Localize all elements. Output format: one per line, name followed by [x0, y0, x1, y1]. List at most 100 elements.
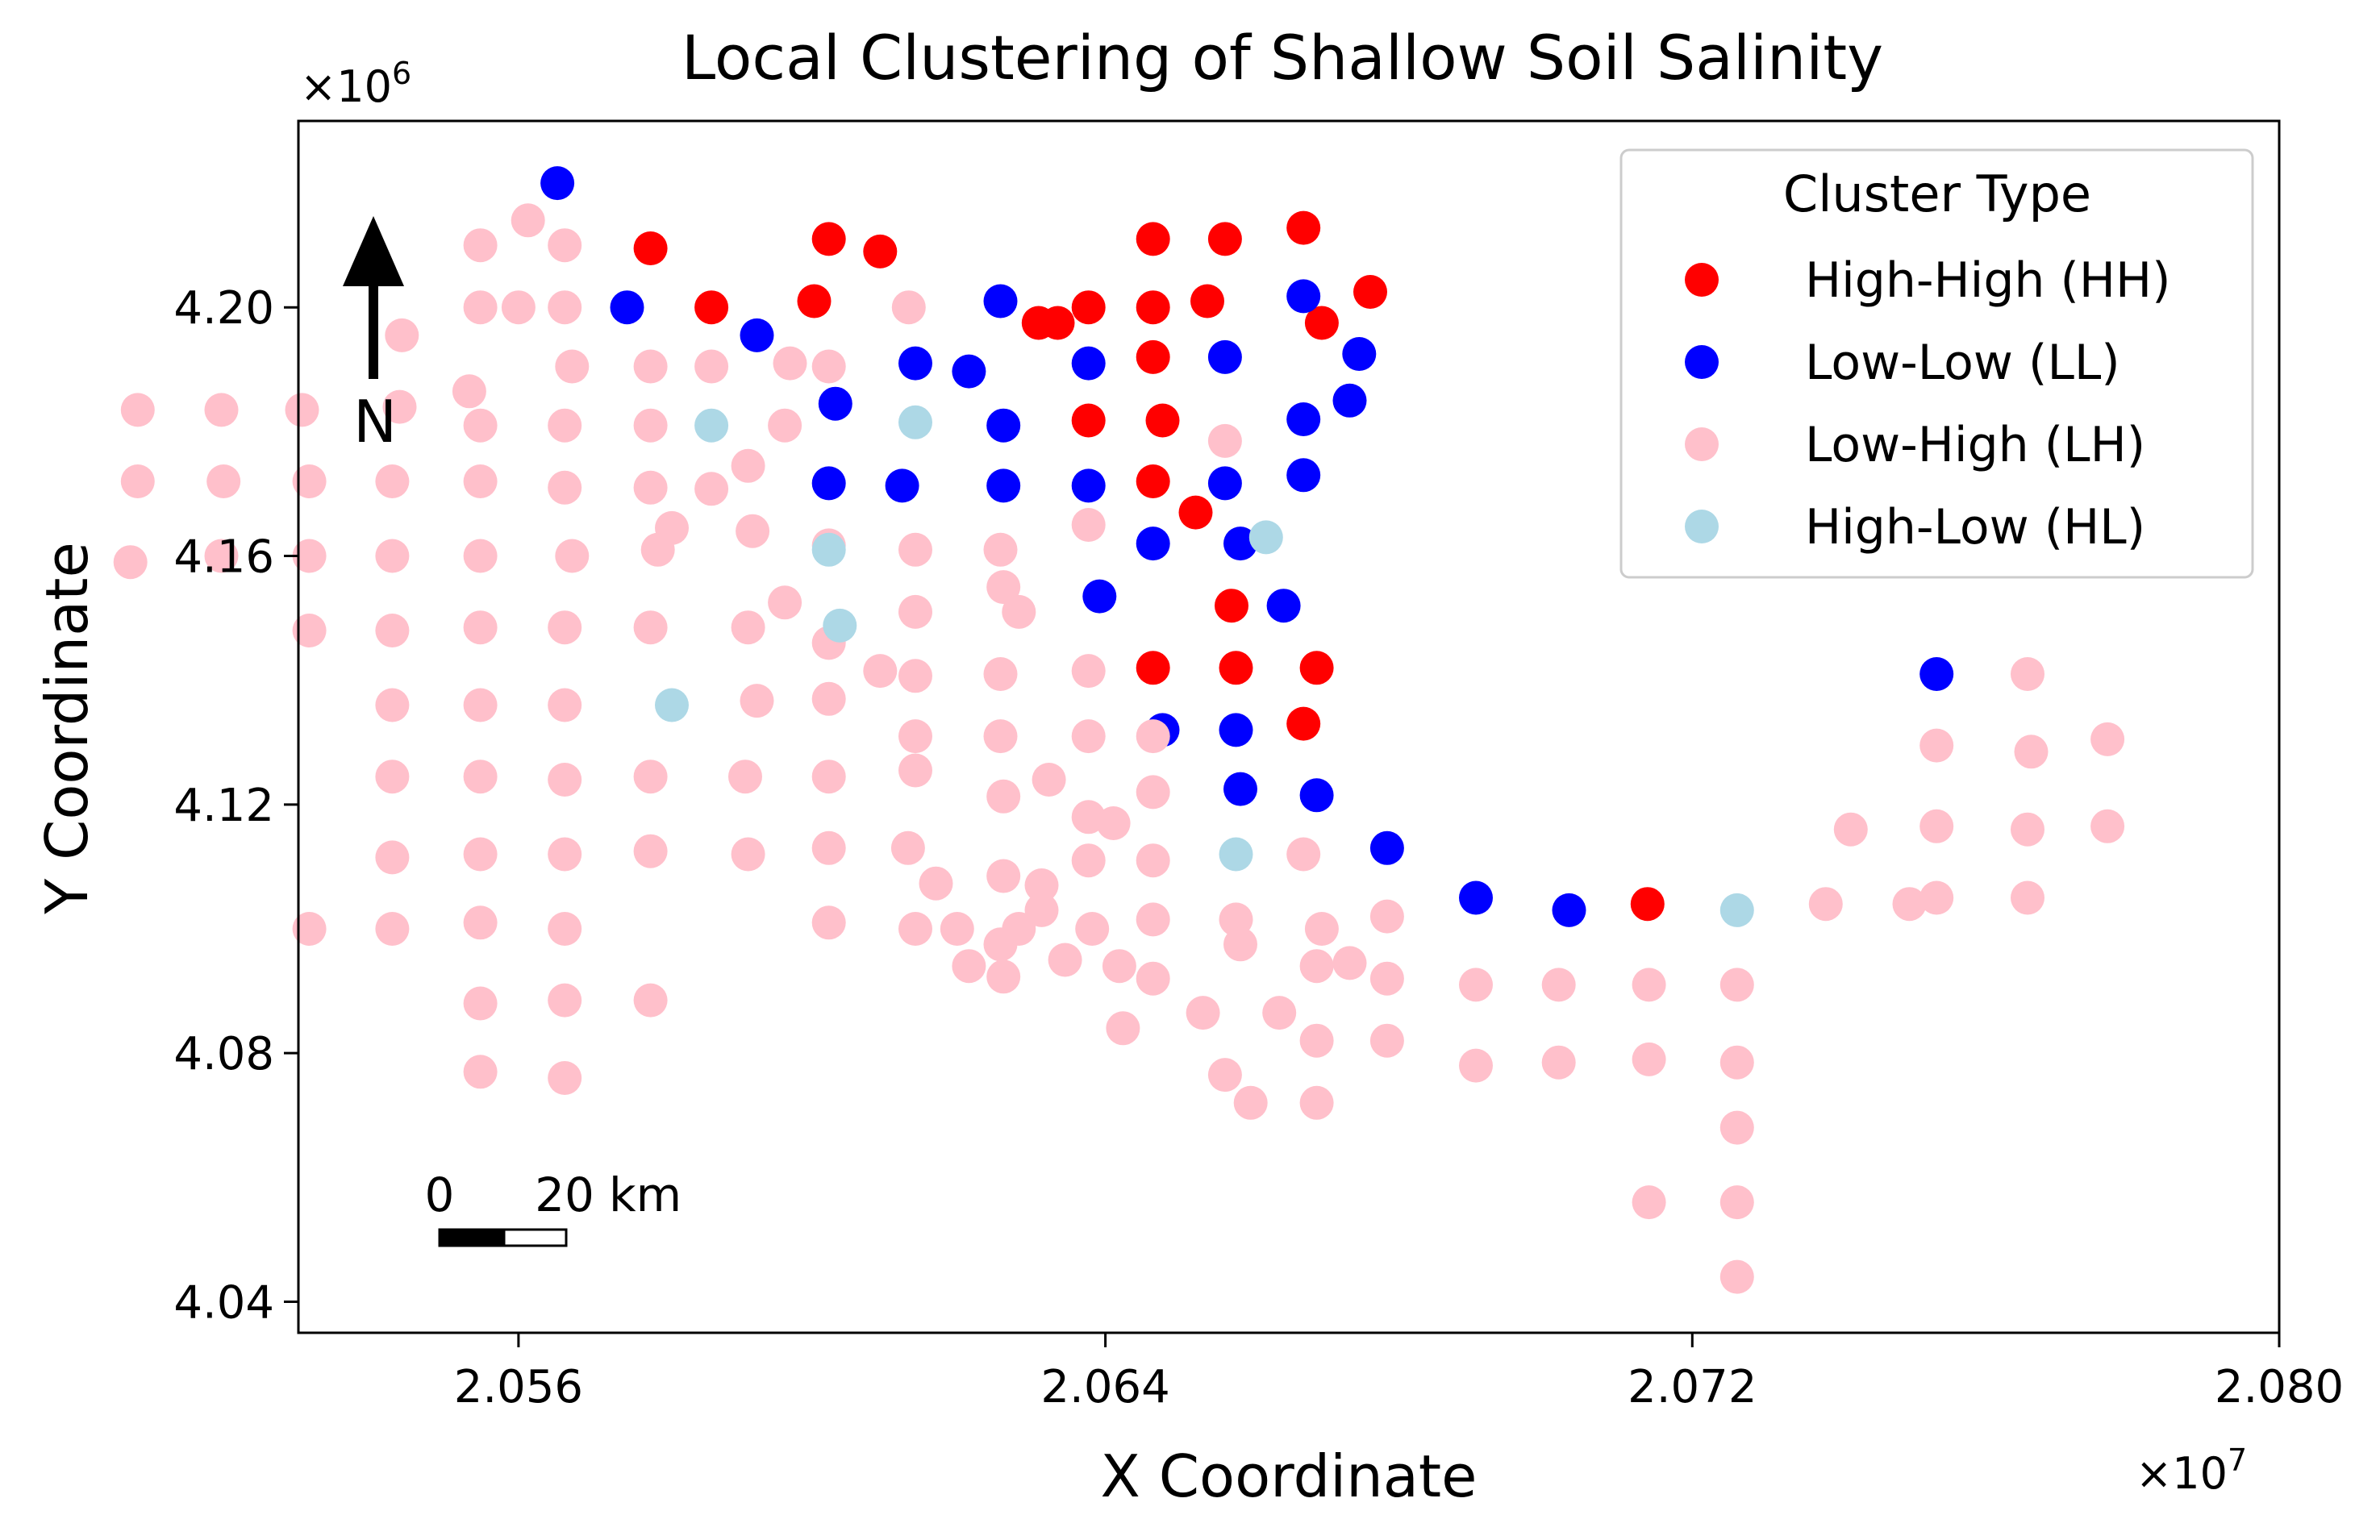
point-low-high-lh-43 [898, 532, 932, 567]
point-high-high-hh-20 [1215, 589, 1248, 623]
point-low-high-lh-135 [548, 1061, 582, 1095]
point-low-high-lh-125 [1106, 1011, 1140, 1046]
point-low-high-lh-44 [983, 532, 1018, 567]
point-low-high-lh-52 [548, 610, 582, 645]
point-low-high-lh-129 [1369, 1023, 1404, 1058]
point-low-high-lh-145 [1919, 880, 1954, 915]
point-low-high-lh-103 [1075, 912, 1110, 946]
point-low-high-lh-111 [1048, 943, 1082, 977]
point-low-low-ll-27 [1299, 778, 1334, 813]
point-high-low-hl-5 [655, 688, 689, 722]
point-high-high-hh-10 [1071, 290, 1106, 325]
point-low-high-lh-134 [463, 1055, 498, 1089]
point-low-high-lh-107 [1369, 899, 1404, 934]
point-high-high-hh-17 [1145, 403, 1180, 438]
scale-bar-black-segment [438, 1228, 506, 1247]
point-low-high-lh-48 [768, 585, 802, 620]
point-low-high-lh-140 [1632, 1185, 1666, 1220]
north-arrow-shaft [369, 278, 378, 379]
point-low-high-lh-88 [919, 866, 953, 901]
legend-title: Cluster Type [1783, 164, 2091, 223]
point-low-high-lh-139 [1719, 1110, 1754, 1145]
point-low-high-lh-4 [501, 290, 536, 325]
x-tick-label-0: 2.056 [454, 1361, 583, 1413]
point-low-high-lh-84 [633, 834, 668, 868]
point-low-high-lh-62 [548, 688, 582, 722]
point-low-high-lh-74 [811, 760, 846, 794]
point-low-low-ll-3 [983, 284, 1018, 318]
point-low-high-lh-68 [1136, 719, 1170, 754]
chart-title: Local Clustering of Shallow Soil Salinit… [681, 22, 1883, 94]
point-low-high-lh-98 [811, 905, 846, 940]
y-exponent: 6 [392, 56, 411, 91]
point-low-high-lh-37 [292, 539, 327, 573]
point-low-high-lh-104 [1136, 902, 1170, 937]
point-high-high-hh-9 [1040, 306, 1075, 340]
point-low-high-lh-141 [1719, 1185, 1754, 1220]
point-low-high-lh-29 [548, 470, 582, 505]
point-low-low-ll-13 [1332, 383, 1367, 418]
point-low-high-lh-150 [2090, 809, 2125, 843]
legend: Cluster Type High-High (HH) Low-Low (LL) L… [1619, 148, 2254, 579]
point-low-low-ll-31 [1919, 657, 1954, 691]
point-low-high-lh-18 [463, 408, 498, 443]
x-axis-offset-label: ×107 [2136, 1442, 2247, 1499]
point-high-high-hh-2 [863, 234, 898, 268]
point-low-high-lh-130 [1459, 1048, 1493, 1083]
point-low-high-lh-7 [385, 318, 419, 352]
point-low-low-ll-14 [811, 466, 846, 501]
scale-bar-start-label: 0 [425, 1167, 455, 1222]
point-low-high-lh-91 [1071, 843, 1106, 878]
point-low-high-lh-137 [1233, 1085, 1268, 1120]
point-high-high-hh-6 [797, 284, 832, 318]
point-low-high-lh-75 [898, 753, 932, 788]
y-tick-label-3: 4.16 [173, 531, 274, 584]
point-low-high-lh-35 [113, 545, 148, 580]
x-tick-label-1: 2.064 [1040, 1361, 1169, 1413]
point-low-low-ll-4 [1286, 279, 1321, 314]
legend-marker-3 [1685, 510, 1719, 543]
point-low-high-lh-64 [811, 681, 846, 716]
point-low-high-lh-49 [292, 614, 327, 647]
point-low-high-lh-0 [463, 228, 498, 263]
point-low-high-lh-86 [811, 830, 846, 865]
x-multiplier: ×10 [2136, 1448, 2228, 1499]
point-high-high-hh-21 [1136, 651, 1170, 685]
point-low-low-ll-21 [1223, 527, 1257, 561]
point-low-high-lh-153 [1919, 728, 1954, 763]
point-low-high-lh-138 [1299, 1085, 1334, 1120]
point-low-high-lh-93 [1286, 837, 1321, 872]
point-low-high-lh-152 [2090, 722, 2125, 756]
y-tick-label-4: 4.20 [173, 282, 274, 335]
point-high-high-hh-18 [1136, 464, 1170, 498]
point-low-high-lh-131 [1541, 1045, 1576, 1080]
point-low-high-lh-17 [382, 389, 417, 424]
point-low-high-lh-58 [983, 657, 1018, 691]
point-low-low-ll-18 [1207, 466, 1242, 501]
point-low-high-lh-124 [633, 983, 668, 1018]
point-low-high-lh-99 [898, 912, 932, 946]
point-low-high-lh-100 [940, 912, 974, 946]
point-low-high-lh-132 [1632, 1042, 1666, 1076]
y-tick-label-0: 4.04 [173, 1276, 274, 1329]
point-low-high-lh-21 [768, 408, 802, 443]
point-low-high-lh-133 [1719, 1045, 1754, 1080]
point-low-high-lh-1 [511, 203, 545, 238]
point-low-low-ll-11 [986, 408, 1021, 443]
point-low-low-ll-29 [1459, 880, 1493, 915]
point-high-high-hh-3 [1136, 222, 1170, 256]
x-tick-label-2: 2.072 [1628, 1361, 1757, 1413]
point-low-high-lh-56 [863, 654, 898, 689]
point-low-high-lh-128 [1299, 1023, 1334, 1058]
point-low-high-lh-96 [463, 905, 498, 940]
point-low-high-lh-50 [375, 614, 410, 647]
legend-label-3: High-Low (HL) [1805, 499, 2145, 556]
point-low-high-lh-69 [375, 760, 410, 794]
point-high-high-hh-4 [1207, 222, 1242, 256]
legend-label-0: High-High (HH) [1805, 252, 2171, 309]
point-high-high-hh-16 [1071, 403, 1106, 438]
point-low-high-lh-38 [375, 539, 410, 573]
point-low-low-ll-9 [1342, 337, 1377, 371]
point-high-high-hh-24 [1286, 706, 1321, 741]
point-low-high-lh-76 [986, 779, 1021, 814]
